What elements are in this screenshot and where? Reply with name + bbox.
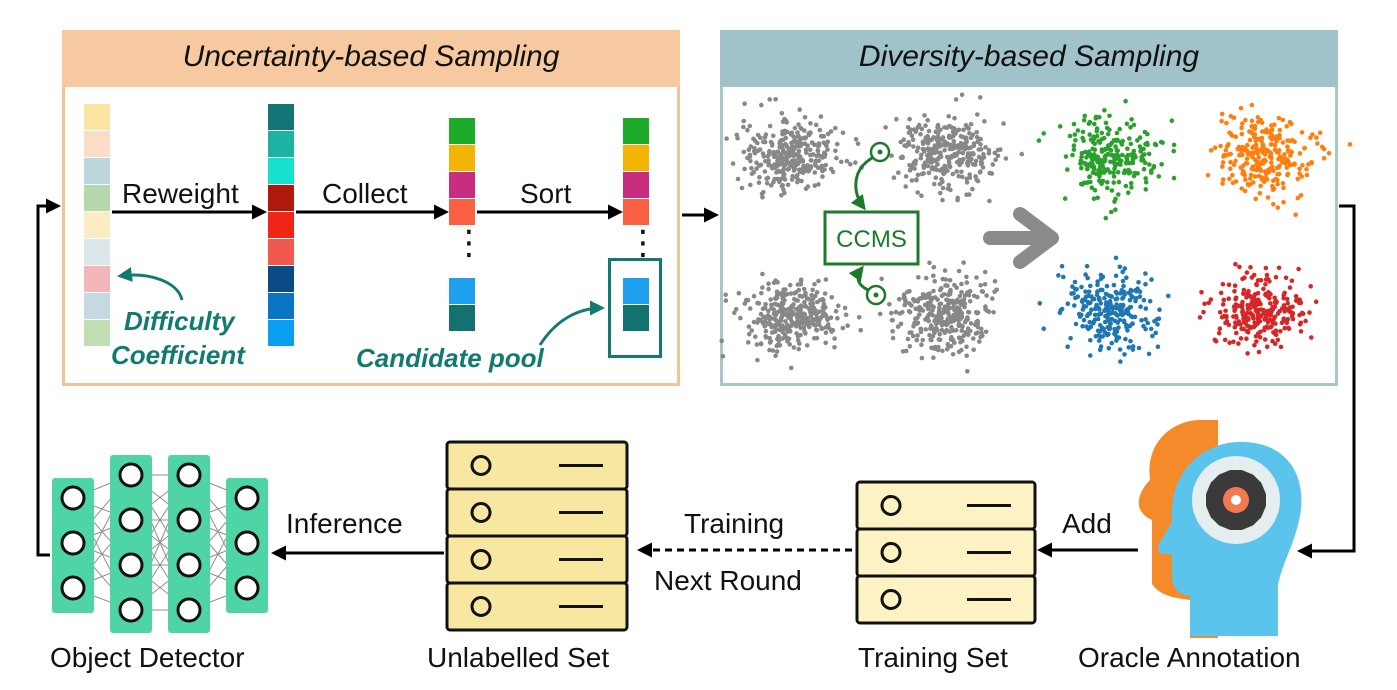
unlabelled-set-caption: Unlabelled Set [427,642,610,673]
candidate-pool-arrow [538,300,605,346]
orange-cluster [1205,102,1353,217]
score-cell [268,239,294,265]
neuron-node [234,575,260,601]
ellipsis-collected: ⋮ [452,224,486,262]
score-cell [449,278,475,304]
score-cell [449,305,475,331]
ccms-label: CCMS [836,226,907,253]
object-detector-icon [52,455,268,633]
difficulty-coefficient-line1: Difficulty [124,306,235,336]
gray-cluster-top-right [859,92,1025,204]
score-cell [268,104,294,130]
gray-cluster-bottom-left [719,271,863,371]
difficulty-coefficient-line2: Coefficient [111,340,245,370]
neuron-node [60,485,86,511]
neuron-node [176,507,202,533]
uncertainty-panel-header [62,30,680,87]
object-detector-caption: Object Detector [50,642,245,673]
neuron-node [176,552,202,578]
neuron-node [234,485,260,511]
score-cell [84,104,110,130]
neuron-node [118,462,144,488]
ccms-box [823,210,920,266]
diversity-panel-header [720,30,1338,87]
score-cell [84,293,110,319]
score-cell [449,118,475,144]
score-cell [84,239,110,265]
reweight-label: Reweight [122,178,239,209]
gray-cluster-top-left [724,97,861,200]
neuron-node [176,597,202,623]
uncertainty-panel [62,30,680,386]
score-cell [623,278,649,304]
score-cell [268,266,294,292]
score-cell [84,320,110,346]
score-cell [268,131,294,157]
add-label: Add [1062,508,1112,539]
score-cell [449,145,475,171]
neuron-node [60,530,86,556]
neuron-node [176,462,202,488]
neuron-node [118,597,144,623]
score-cell [84,266,110,292]
score-cell [623,145,649,171]
score-cell [449,199,475,225]
score-cell [623,199,649,225]
candidate-pool-box [608,258,662,358]
cluster-result-arrow [983,207,1059,269]
oracle-annotation-caption: Oracle Annotation [1078,642,1301,673]
neuron-node [60,575,86,601]
score-cell [449,172,475,198]
score-cell [623,118,649,144]
uncertainty-panel-title: Uncertainty-based Sampling [182,40,560,73]
score-cell [623,305,649,331]
training-label: Training [684,508,785,539]
sort-label: Sort [520,178,572,209]
score-cell [84,131,110,157]
unlabelled-set-icon [445,440,629,632]
neuron-node [234,530,260,556]
score-cell [268,212,294,238]
blue-cluster [1037,255,1171,364]
difficulty-arrow [117,266,184,301]
collect-label: Collect [322,178,408,209]
neuron-node [118,507,144,533]
neuron-node [118,552,144,578]
gray-cluster-bottom-right [877,260,999,374]
score-cell [268,320,294,346]
score-cell [623,172,649,198]
next-round-label: Next Round [654,565,802,596]
score-cell [84,158,110,184]
score-cell [268,293,294,319]
score-cell [268,185,294,211]
ellipsis-sorted: ⋮ [626,224,660,262]
score-cell [268,158,294,184]
green-cluster [1036,98,1177,221]
training-set-caption: Training Set [858,642,1008,673]
oracle-head-icon [1138,420,1302,638]
diversity-to-oracle-arrow [1297,204,1356,559]
inference-label: Inference [286,508,403,539]
score-cell [84,212,110,238]
training-set-icon [855,480,1037,625]
score-cell [84,185,110,211]
candidate-pool-label: Candidate pool [356,343,544,373]
feedback-loop-arrow [36,198,61,557]
red-cluster [1197,261,1319,356]
diversity-panel-title: Diversity-based Sampling [858,40,1200,73]
